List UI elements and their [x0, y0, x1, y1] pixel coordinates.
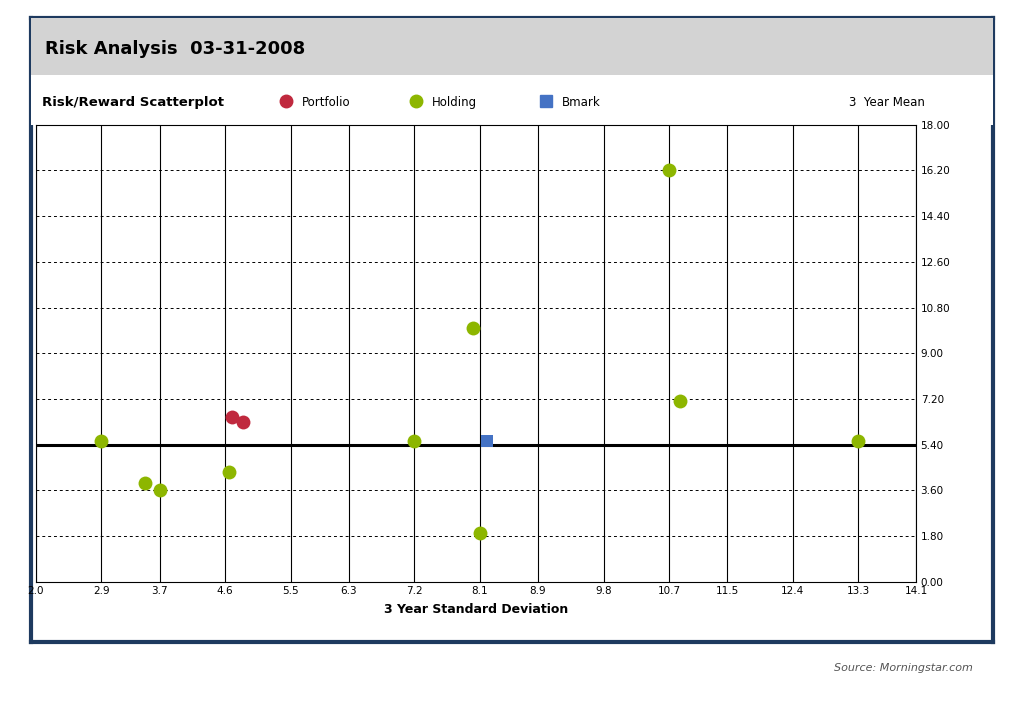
Text: Portfolio: Portfolio [302, 96, 351, 109]
Text: Risk/Reward Scatterplot: Risk/Reward Scatterplot [42, 96, 224, 109]
X-axis label: 3 Year Standard Deviation: 3 Year Standard Deviation [384, 603, 568, 615]
Text: Source: Morningstar.com: Source: Morningstar.com [834, 663, 973, 673]
Text: Bmark: Bmark [562, 96, 601, 109]
Text: Holding: Holding [432, 96, 477, 109]
Text: Risk Analysis  03-31-2008: Risk Analysis 03-31-2008 [45, 40, 305, 59]
Text: 3  Year Mean: 3 Year Mean [849, 96, 925, 109]
